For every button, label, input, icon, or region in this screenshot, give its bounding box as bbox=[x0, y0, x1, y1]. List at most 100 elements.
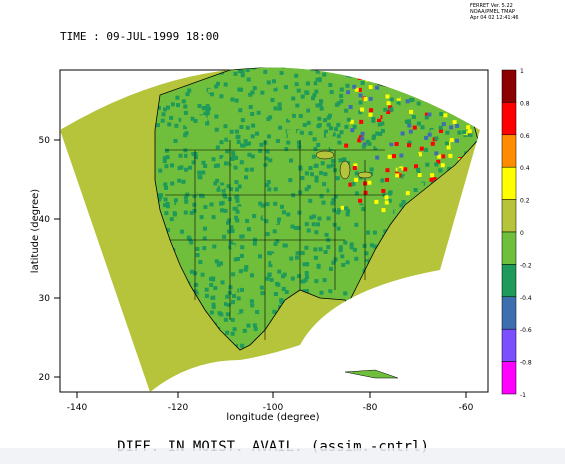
colorbar-label: 0.4 bbox=[520, 165, 530, 172]
y-axis-label: latitude (degree) bbox=[30, 189, 41, 273]
data-cell bbox=[250, 273, 254, 278]
data-cell bbox=[419, 182, 424, 187]
data-cell bbox=[233, 257, 238, 262]
data-cell bbox=[354, 256, 359, 261]
data-cell bbox=[336, 226, 341, 231]
data-cell bbox=[358, 205, 363, 210]
data-cell bbox=[203, 205, 208, 209]
data-cell bbox=[222, 157, 227, 162]
data-cell bbox=[312, 93, 317, 98]
data-cell bbox=[221, 188, 226, 193]
data-cell bbox=[250, 154, 255, 159]
data-cell bbox=[194, 125, 199, 130]
color-bin bbox=[501, 69, 517, 103]
data-cell bbox=[447, 166, 452, 171]
data-cell bbox=[413, 178, 418, 183]
bottom-strip bbox=[0, 448, 565, 464]
colorbar-label: -0.4 bbox=[520, 295, 532, 302]
data-cell bbox=[193, 289, 198, 294]
data-cell bbox=[313, 255, 318, 260]
data-cell bbox=[446, 145, 451, 150]
data-cell bbox=[410, 169, 415, 174]
data-cell bbox=[165, 228, 170, 233]
data-cell bbox=[259, 142, 264, 147]
data-cell bbox=[385, 177, 390, 182]
data-cell bbox=[337, 271, 341, 276]
data-cell bbox=[312, 137, 317, 142]
data-cell bbox=[240, 245, 245, 250]
data-cell bbox=[311, 96, 315, 101]
data-cell bbox=[315, 77, 320, 82]
data-cell bbox=[262, 310, 267, 315]
data-cell bbox=[395, 163, 400, 168]
data-cell bbox=[387, 191, 392, 196]
data-cell bbox=[266, 80, 271, 85]
data-cell bbox=[309, 215, 314, 220]
data-cell bbox=[194, 155, 198, 160]
data-cell bbox=[441, 154, 446, 159]
data-cell bbox=[218, 298, 223, 303]
data-cell bbox=[354, 191, 359, 196]
data-cell bbox=[273, 87, 278, 92]
data-cell bbox=[323, 172, 328, 177]
data-cell bbox=[352, 247, 357, 252]
data-cell bbox=[184, 199, 189, 204]
data-cell bbox=[164, 164, 169, 169]
data-cell bbox=[158, 168, 163, 173]
data-cell bbox=[366, 230, 370, 235]
data-cell bbox=[270, 98, 275, 103]
data-cell bbox=[445, 141, 449, 146]
data-cell bbox=[258, 148, 263, 153]
data-cell bbox=[182, 67, 187, 69]
data-cell bbox=[326, 133, 330, 138]
data-cell bbox=[206, 163, 211, 168]
data-cell bbox=[265, 127, 270, 132]
data-cell bbox=[252, 86, 257, 91]
data-cell bbox=[305, 81, 310, 86]
data-cell bbox=[209, 283, 214, 287]
data-cell bbox=[282, 243, 287, 248]
data-cell bbox=[255, 310, 260, 314]
data-cell bbox=[273, 201, 278, 206]
data-cell bbox=[225, 294, 230, 299]
data-cell bbox=[273, 106, 278, 111]
data-cell bbox=[218, 307, 223, 311]
y-tick-label: 50 bbox=[39, 136, 51, 146]
data-cell bbox=[215, 178, 220, 183]
data-cell bbox=[328, 186, 333, 191]
data-cell bbox=[268, 68, 273, 73]
data-cell bbox=[269, 166, 274, 170]
data-cell bbox=[314, 175, 319, 180]
data-cell bbox=[158, 138, 162, 143]
data-cell bbox=[466, 125, 471, 130]
data-cell bbox=[305, 262, 310, 267]
data-cell bbox=[237, 184, 242, 189]
data-cell bbox=[302, 191, 307, 196]
data-cell bbox=[280, 147, 285, 152]
data-cell bbox=[289, 155, 294, 160]
data-cell bbox=[184, 119, 189, 124]
data-cell bbox=[339, 94, 344, 98]
data-cell bbox=[236, 139, 241, 144]
data-cell bbox=[166, 105, 170, 110]
data-cell bbox=[305, 67, 310, 72]
y-tick-label: 40 bbox=[39, 215, 51, 225]
data-cell bbox=[439, 112, 444, 117]
data-cell bbox=[240, 287, 244, 292]
data-cell bbox=[360, 136, 365, 141]
data-cell bbox=[407, 119, 411, 124]
data-cell bbox=[326, 188, 331, 193]
data-cell bbox=[315, 235, 320, 240]
data-cell bbox=[227, 136, 232, 141]
data-cell bbox=[239, 314, 244, 319]
data-cell bbox=[330, 97, 335, 102]
data-cell bbox=[395, 173, 400, 178]
data-cell bbox=[265, 276, 270, 281]
data-cell bbox=[243, 116, 248, 121]
data-cell bbox=[396, 101, 401, 106]
data-cell bbox=[248, 92, 253, 97]
data-cell bbox=[214, 127, 219, 132]
data-cell bbox=[213, 163, 218, 168]
data-cell bbox=[288, 147, 293, 152]
data-cell bbox=[403, 167, 408, 172]
